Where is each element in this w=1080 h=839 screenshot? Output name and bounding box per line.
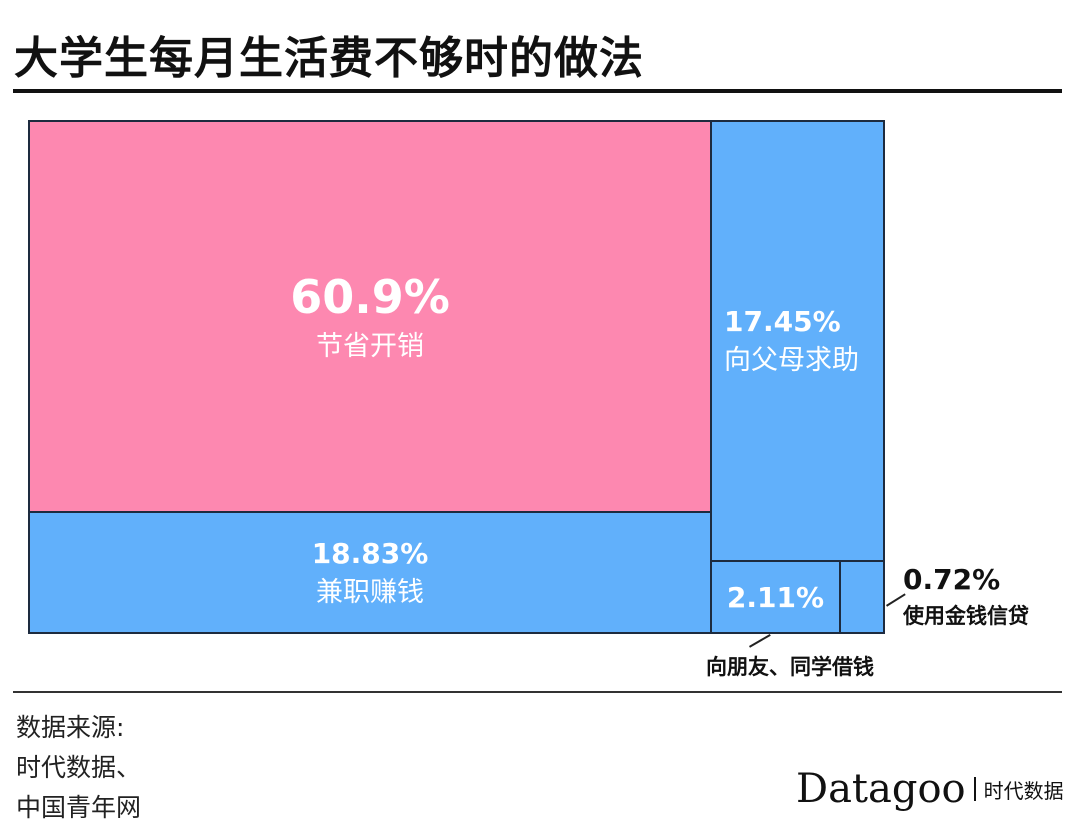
category-label: 兼职赚钱 — [316, 576, 424, 608]
treemap-cell-parttime: 18.83% 兼职赚钱 — [28, 511, 712, 634]
treemap-cell-save: 60.9% 节省开销 — [28, 120, 712, 513]
value-label: 60.9% — [290, 270, 450, 324]
logo-cn-text: 时代数据 — [983, 778, 1064, 803]
footer-divider — [13, 691, 1062, 693]
source-line: 中国青年网 — [16, 793, 142, 822]
value-label-credit: 0.72% — [903, 563, 1001, 596]
treemap-cell-parents: 17.45% 向父母求助 — [710, 120, 885, 562]
value-label: 17.45% — [724, 305, 841, 338]
leader-line-friends — [749, 634, 771, 648]
logo-divider — [973, 777, 976, 801]
datagoo-logo: Datagoo 时代数据 — [796, 766, 1064, 812]
chart-title: 大学生每月生活费不够时的做法 — [14, 33, 644, 84]
source-note: 数据来源: 时代数据、 中国青年网 — [16, 708, 141, 828]
category-label: 向父母求助 — [724, 345, 859, 376]
source-label: 数据来源: — [16, 713, 125, 742]
value-label: 2.11% — [726, 580, 825, 614]
title-divider — [13, 89, 1062, 93]
category-label-friends: 向朋友、同学借钱 — [706, 655, 874, 679]
treemap-cell-credit — [839, 560, 885, 634]
value-label: 18.83% — [311, 536, 429, 570]
category-label: 节省开销 — [316, 331, 424, 362]
category-label-credit: 使用金钱信贷 — [903, 604, 1029, 628]
logo-wordmark: Datagoo — [796, 766, 966, 812]
source-line: 时代数据、 — [16, 753, 142, 782]
treemap-cell-friends: 2.11% — [710, 560, 841, 634]
